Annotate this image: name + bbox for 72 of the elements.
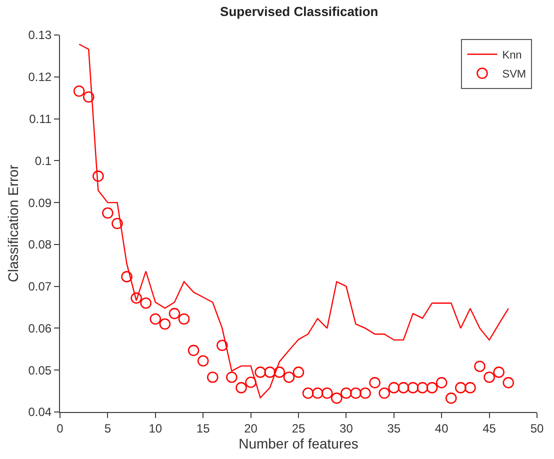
x-axis-title: Number of features: [238, 436, 358, 452]
legend-label: Knn: [502, 50, 522, 62]
x-tick-label: 15: [196, 421, 210, 436]
point: [302, 388, 314, 399]
point: [140, 297, 152, 309]
point: [188, 344, 200, 356]
point: [455, 382, 466, 394]
y-tick-label: 0.07: [28, 280, 52, 294]
point: [407, 382, 419, 394]
point: [484, 372, 495, 383]
x-tick-label: 45: [482, 421, 496, 436]
chart-title: Supervised Classification: [220, 4, 378, 19]
x-tick-label: 30: [340, 421, 354, 436]
point: [321, 388, 333, 399]
point: [264, 366, 276, 378]
point: [197, 355, 209, 367]
point: [340, 388, 352, 399]
x-tick-label: 25: [292, 421, 306, 436]
point: [178, 313, 190, 325]
point: [102, 207, 114, 219]
point: [150, 313, 162, 325]
point: [426, 382, 438, 394]
y-tick-label: 0.12: [28, 70, 52, 84]
point: [73, 85, 85, 97]
x-tick-label: 20: [244, 421, 258, 436]
y-tick-label: 0.04: [28, 405, 52, 420]
point: [502, 377, 514, 388]
point: [236, 382, 247, 394]
point: [369, 377, 380, 388]
point: [331, 392, 342, 404]
y-tick-label: 0.13: [28, 28, 52, 42]
point: [159, 318, 171, 330]
point: [445, 392, 457, 404]
point: [474, 360, 486, 372]
x-tick-label: 35: [387, 421, 401, 436]
y-tick-label: 0.09: [28, 196, 52, 210]
x-tick-label: 5: [104, 421, 112, 436]
point: [378, 388, 390, 399]
point: [464, 382, 476, 394]
point: [112, 218, 123, 230]
point: [226, 372, 238, 383]
point: [436, 377, 448, 388]
point: [312, 388, 324, 399]
point: [92, 170, 104, 182]
point: [245, 376, 256, 388]
point: [350, 388, 362, 399]
point: [398, 382, 410, 394]
x-tick-label: 40: [434, 421, 449, 436]
point: [254, 366, 266, 378]
point: [121, 271, 132, 282]
y-tick-label: 0.06: [28, 321, 52, 336]
y-axis-title: Classification Error: [4, 164, 21, 282]
legend-label: SVM: [502, 68, 526, 81]
y-tick-label: 0.08: [28, 238, 52, 252]
point: [274, 366, 286, 378]
x-tick-label: 0: [56, 421, 64, 436]
x-tick-label: 50: [530, 421, 544, 436]
point: [168, 308, 180, 320]
point: [388, 382, 400, 394]
point: [360, 388, 371, 399]
point: [206, 372, 218, 383]
point: [82, 91, 94, 103]
y-tick-label: 0.11: [29, 112, 52, 126]
x-tick-label: 10: [148, 421, 162, 436]
point: [493, 366, 504, 378]
point: [292, 366, 304, 378]
y-tick-label: 0.05: [28, 363, 52, 378]
point: [416, 382, 428, 394]
point: [216, 340, 228, 352]
point: [130, 292, 142, 304]
y-tick-label: 0.1: [34, 154, 52, 168]
point: [283, 372, 295, 383]
